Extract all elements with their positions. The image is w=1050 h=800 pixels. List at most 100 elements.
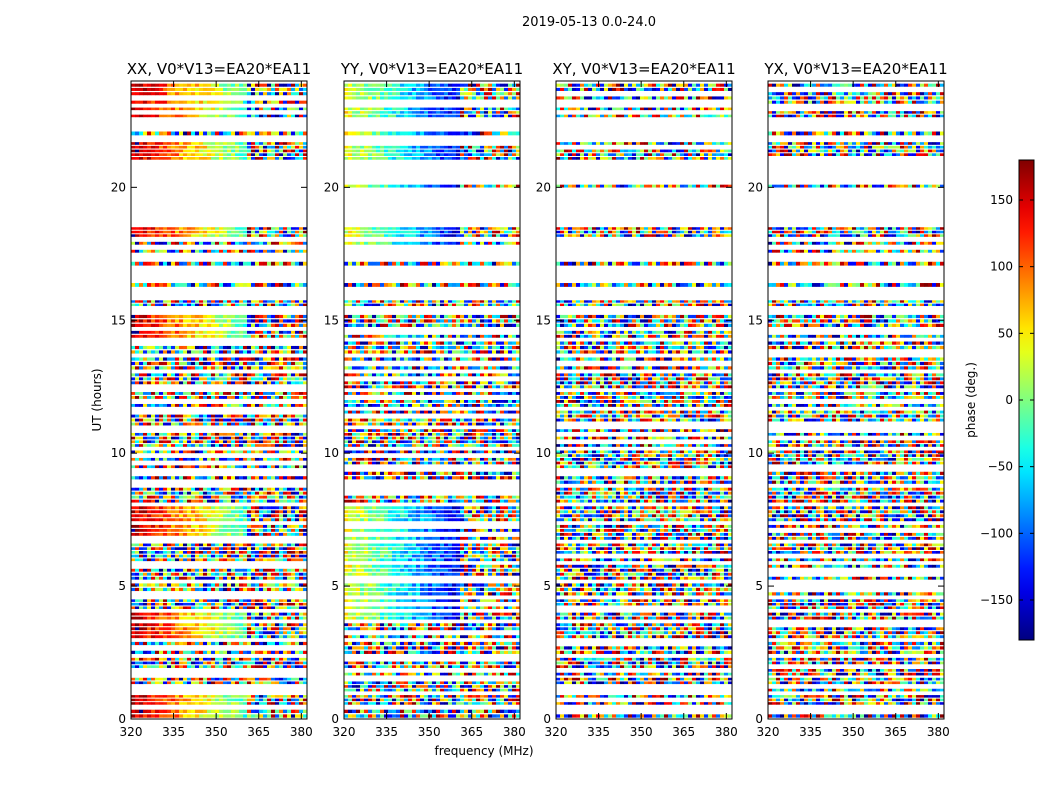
heatmap-cell xyxy=(135,528,140,532)
heatmap-cell xyxy=(420,623,425,627)
heatmap-cell xyxy=(135,149,140,153)
heatmap-cell xyxy=(187,702,192,705)
heatmap-cell xyxy=(267,87,272,91)
heatmap-cell xyxy=(444,627,449,631)
heatmap-cell xyxy=(187,345,192,350)
heatmap-cell xyxy=(512,606,517,610)
figure-title: 2019-05-13 0.0-24.0 xyxy=(522,15,656,30)
heatmap-cell xyxy=(287,714,292,718)
heatmap-cell xyxy=(348,599,353,602)
heatmap-cell xyxy=(167,661,172,665)
heatmap-cell xyxy=(247,230,252,234)
heatmap-cell xyxy=(227,702,232,705)
heatmap-cell xyxy=(243,323,248,327)
heatmap-cell xyxy=(227,142,232,145)
heatmap-cell xyxy=(155,345,160,350)
heatmap-cell xyxy=(380,627,385,631)
heatmap-cell xyxy=(219,695,224,698)
heatmap-cell xyxy=(388,599,393,602)
heatmap-cell xyxy=(255,345,260,350)
heatmap-cell xyxy=(131,153,136,156)
heatmap-cell xyxy=(219,657,224,661)
heatmap-cell xyxy=(167,572,172,576)
heatmap-cell xyxy=(279,107,284,111)
heatmap-cell xyxy=(131,436,136,440)
heatmap-cell xyxy=(163,234,168,237)
heatmap-cell xyxy=(508,665,513,668)
heatmap-cell xyxy=(279,436,284,440)
heatmap-cell xyxy=(223,145,228,149)
heatmap-cell xyxy=(303,366,307,370)
heatmap-cell xyxy=(199,444,204,447)
heatmap-cell xyxy=(279,709,284,714)
heatmap-cell xyxy=(163,153,168,156)
heatmap-cell xyxy=(247,403,252,407)
heatmap-cell xyxy=(283,107,288,111)
heatmap-cell xyxy=(295,314,300,319)
heatmap-cell xyxy=(139,587,144,592)
heatmap-cell xyxy=(376,635,381,639)
heatmap-cell xyxy=(235,661,240,665)
heatmap-cell xyxy=(187,350,192,354)
heatmap-cell xyxy=(183,514,188,518)
heatmap-cell xyxy=(444,685,449,688)
heatmap-cell xyxy=(456,599,461,602)
heatmap-cell xyxy=(344,709,349,714)
heatmap-cell xyxy=(167,345,172,350)
heatmap-cell xyxy=(303,149,307,153)
heatmap-cell xyxy=(247,436,252,440)
heatmap-cell xyxy=(460,623,465,627)
heatmap-cell xyxy=(344,661,349,665)
heatmap-cell xyxy=(131,241,136,245)
heatmap-cell xyxy=(243,422,248,426)
heatmap-cell xyxy=(231,677,236,681)
heatmap-cell xyxy=(159,702,164,705)
heatmap-cell xyxy=(263,635,268,639)
heatmap-cell xyxy=(239,366,244,370)
heatmap-cell xyxy=(412,685,417,688)
heatmap-cell xyxy=(404,681,409,685)
heatmap-cell xyxy=(267,599,272,602)
heatmap-cell xyxy=(199,107,204,111)
heatmap-cell xyxy=(472,635,477,639)
heatmap-cell xyxy=(179,227,184,230)
heatmap-cell xyxy=(155,491,160,495)
heatmap-cell xyxy=(456,612,461,616)
heatmap-cell xyxy=(444,612,449,616)
heatmap-cell xyxy=(223,524,228,528)
heatmap-cell xyxy=(295,334,300,338)
heatmap-cell xyxy=(239,444,244,447)
heatmap-cell xyxy=(448,714,453,718)
heatmap-cell xyxy=(476,698,481,702)
heatmap-cell xyxy=(384,606,389,610)
heatmap-cell xyxy=(279,357,284,361)
heatmap-cell xyxy=(396,665,401,668)
heatmap-cell xyxy=(223,623,228,627)
heatmap-cell xyxy=(259,695,264,698)
heatmap-cell xyxy=(352,587,357,592)
heatmap-cell xyxy=(195,330,200,334)
heatmap-cell xyxy=(456,709,461,714)
heatmap-cell xyxy=(283,436,288,440)
heatmap-cell xyxy=(372,641,377,646)
heatmap-cell xyxy=(143,677,148,681)
heatmap-cell xyxy=(412,688,417,692)
heatmap-cell xyxy=(243,491,248,495)
heatmap-cell xyxy=(195,249,200,253)
heatmap-cell xyxy=(143,599,148,602)
heatmap-cell xyxy=(279,381,284,385)
heatmap-cell xyxy=(163,377,168,381)
heatmap-cell xyxy=(191,107,196,111)
heatmap-cell xyxy=(392,641,397,646)
heatmap-cell xyxy=(251,314,256,319)
heatmap-cell xyxy=(259,568,264,572)
heatmap-cell xyxy=(279,230,284,234)
heatmap-cell xyxy=(412,698,417,702)
heatmap-cell xyxy=(396,650,401,654)
heatmap-cell xyxy=(360,665,365,668)
heatmap-cell xyxy=(376,641,381,646)
heatmap-cell xyxy=(247,587,252,592)
heatmap-cell xyxy=(368,627,373,631)
heatmap-cell xyxy=(424,681,429,685)
heatmap-cell xyxy=(464,587,469,592)
